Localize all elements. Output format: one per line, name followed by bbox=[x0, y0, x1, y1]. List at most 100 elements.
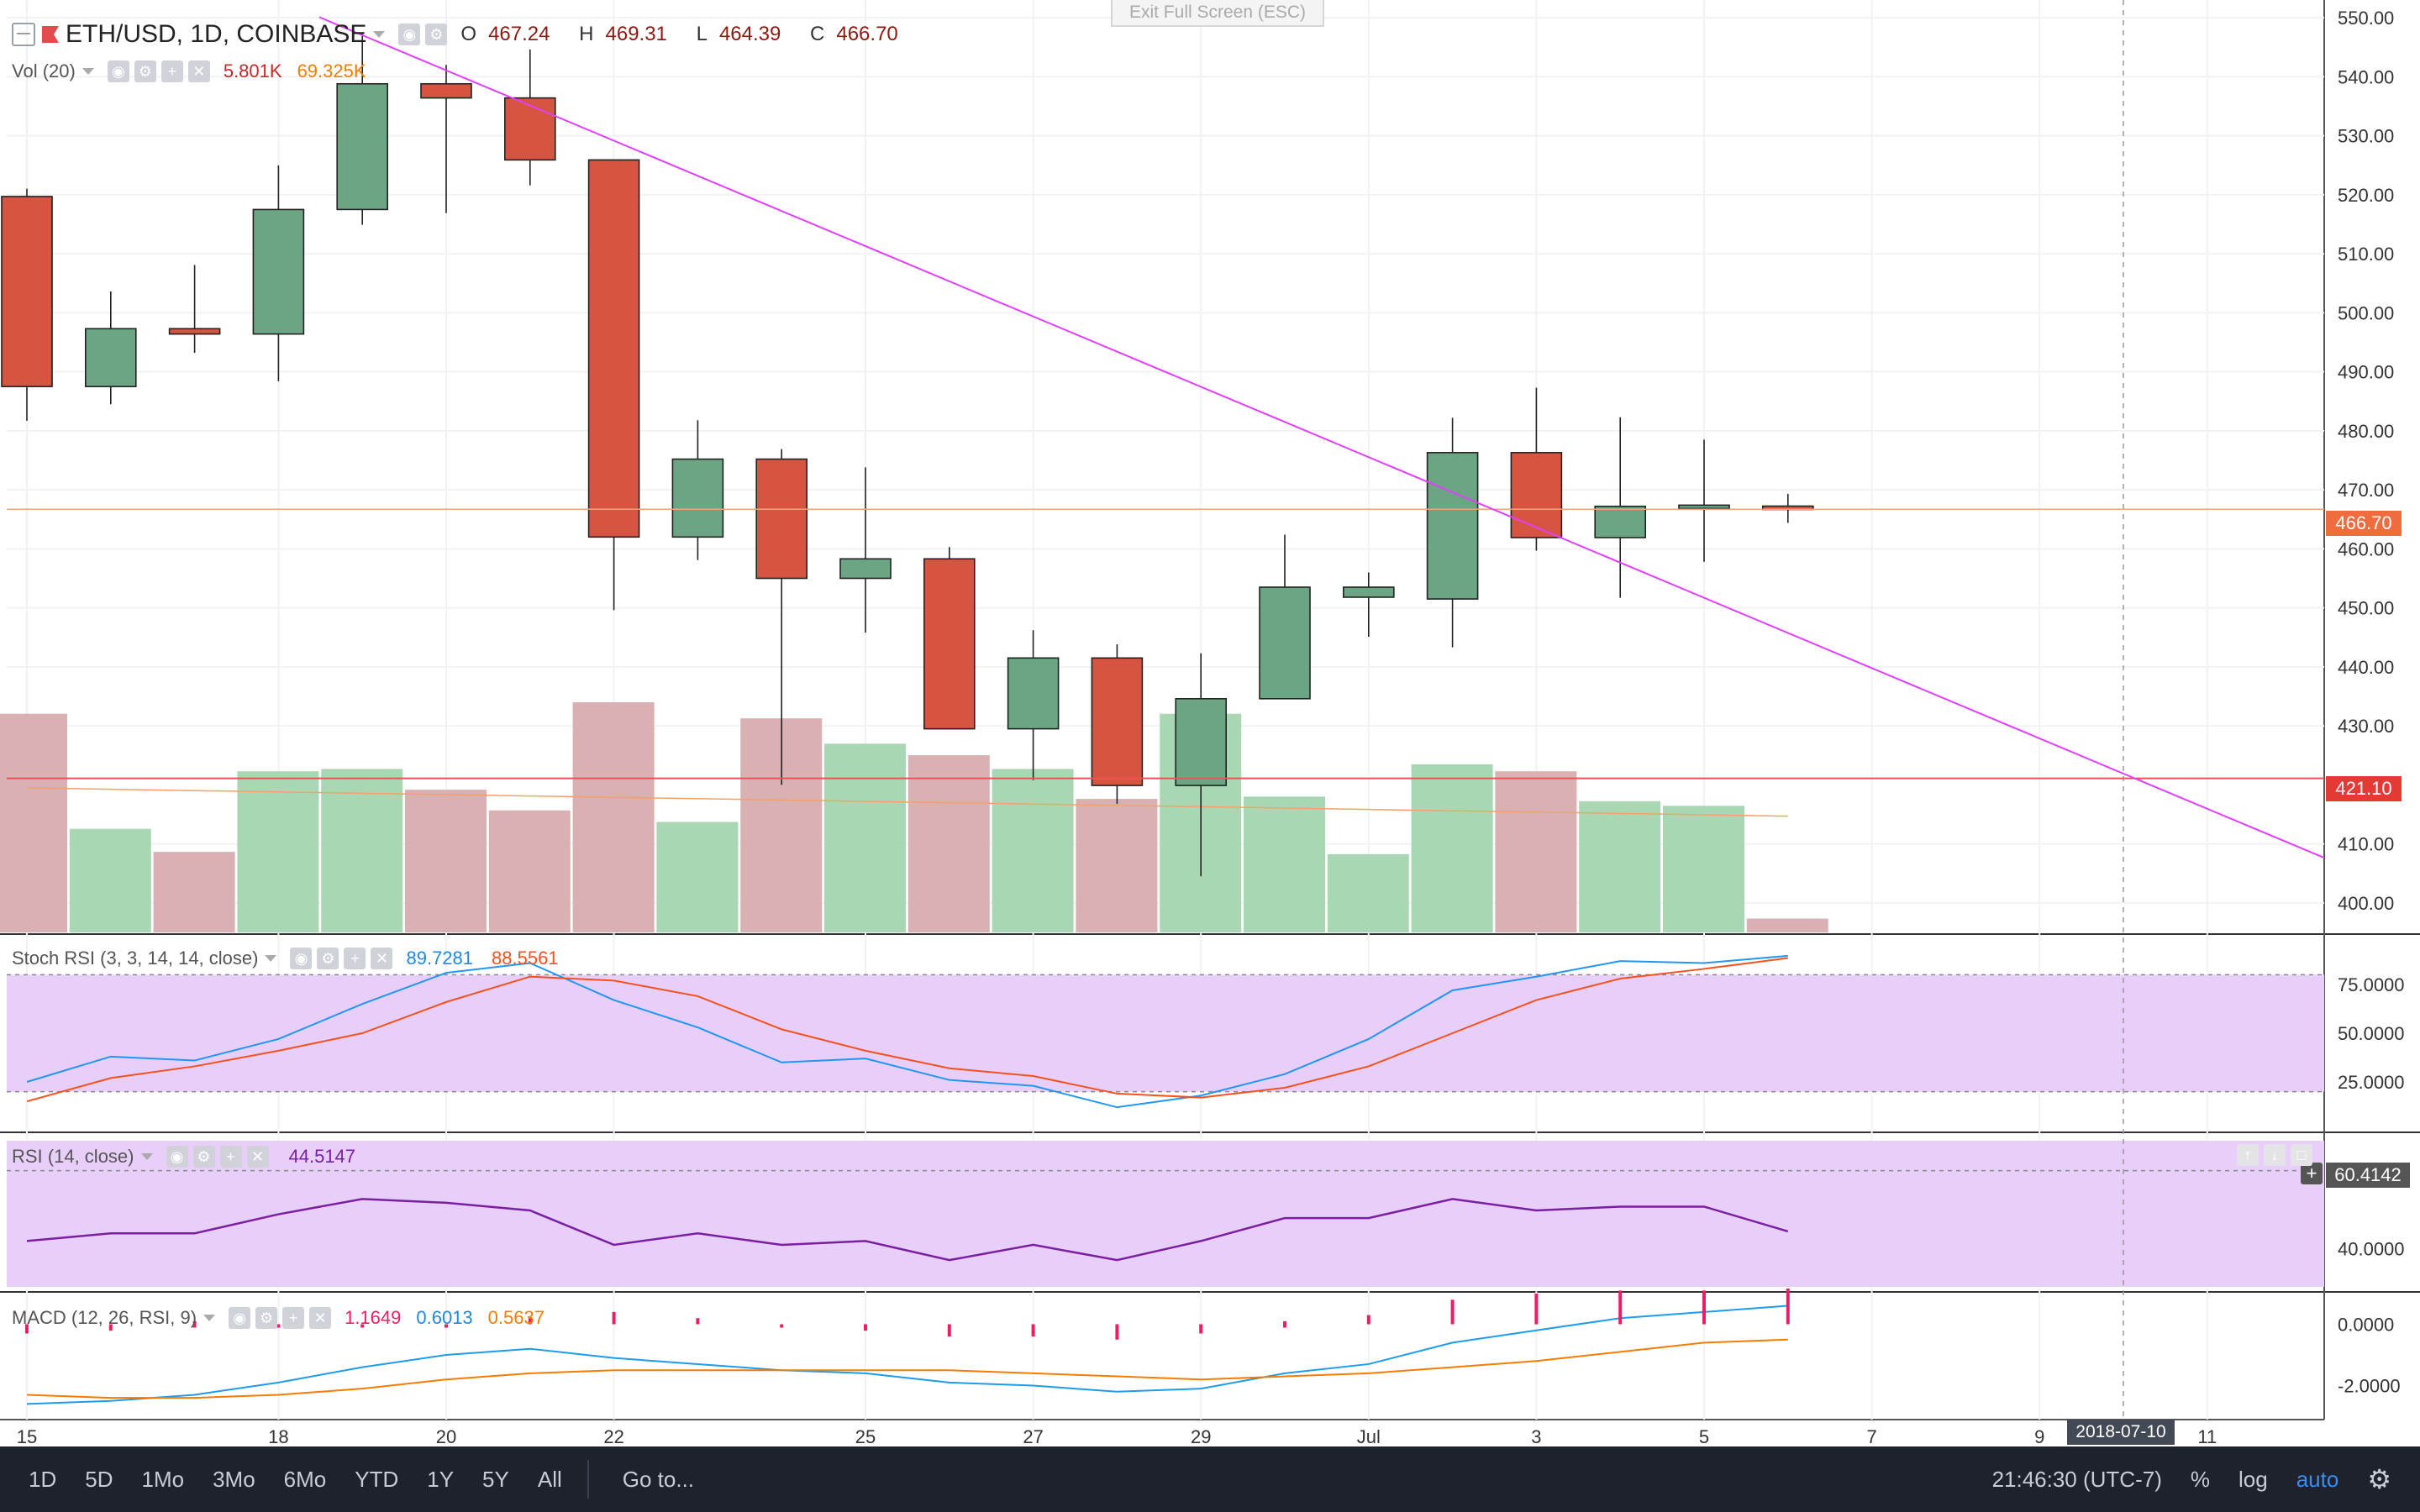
flag-icon[interactable] bbox=[42, 26, 59, 43]
symbol-title[interactable]: ETH/USD, 1D, COINBASE bbox=[66, 20, 367, 48]
volume-ma-value: 69.325K bbox=[297, 60, 366, 81]
volume-bar bbox=[572, 702, 655, 932]
volume-bar bbox=[824, 743, 906, 932]
volume-bar bbox=[1327, 853, 1409, 932]
candle-body bbox=[587, 159, 640, 538]
plus-icon[interactable]: + bbox=[219, 1146, 242, 1168]
rsi-label[interactable]: RSI (14, close) bbox=[12, 1146, 134, 1167]
gear-icon[interactable]: ⚙ bbox=[134, 60, 156, 82]
time-tick-label: 3 bbox=[1531, 1426, 1541, 1446]
candle-body bbox=[85, 328, 137, 387]
chart-canvas[interactable]: 550.00 540.00 530.00 520.00 510.00 500.00 490.… bbox=[0, 0, 2420, 1446]
crosshair-date-badge: 2018-07-10 bbox=[2067, 1420, 2175, 1445]
candle-body bbox=[1, 196, 53, 387]
percent-scale-toggle[interactable]: % bbox=[2190, 1466, 2210, 1492]
maximize-pane-icon[interactable]: □ bbox=[2291, 1144, 2312, 1166]
volume-bar bbox=[488, 810, 571, 932]
range-ytd[interactable]: YTD bbox=[355, 1466, 399, 1492]
rsi-legend: RSI (14, close) ◉ ⚙ + ✕ 44.5147 bbox=[12, 1146, 355, 1168]
plus-icon[interactable]: + bbox=[282, 1307, 305, 1329]
volume-bar bbox=[1411, 764, 1493, 932]
chevron-down-icon[interactable] bbox=[140, 1153, 153, 1160]
volume-bar bbox=[69, 828, 151, 932]
volume-ma-line bbox=[26, 787, 1788, 817]
chevron-down-icon[interactable] bbox=[203, 1315, 216, 1321]
gear-icon[interactable]: ⚙ bbox=[2367, 1464, 2391, 1494]
macd-hist-value: 1.1649 bbox=[345, 1307, 402, 1328]
plus-icon[interactable]: + bbox=[160, 60, 183, 82]
goto-button[interactable]: Go to... bbox=[622, 1466, 695, 1492]
stoch-k-value: 89.7281 bbox=[406, 948, 474, 969]
eye-icon[interactable]: ◉ bbox=[290, 948, 313, 969]
time-tick-label: 15 bbox=[17, 1426, 37, 1446]
axes: 550.00 540.00 530.00 520.00 510.00 500.00 490.… bbox=[17, 8, 2405, 1446]
gear-icon[interactable]: ⚙ bbox=[192, 1146, 215, 1168]
price-tick-label: 410.00 bbox=[2338, 834, 2394, 855]
eye-icon[interactable]: ◉ bbox=[398, 24, 421, 45]
time-tick-label: 20 bbox=[436, 1426, 456, 1446]
volume-label[interactable]: Vol (20) bbox=[12, 60, 76, 81]
volume-bar bbox=[1495, 771, 1577, 932]
eye-icon[interactable]: ◉ bbox=[107, 60, 129, 82]
chevron-down-icon[interactable] bbox=[82, 68, 94, 75]
series-controls: ◉ ⚙ bbox=[398, 24, 448, 45]
price-tick-label: 400.00 bbox=[2338, 893, 2394, 914]
move-up-icon[interactable]: ↑ bbox=[2237, 1144, 2259, 1166]
stoch-k-line bbox=[26, 954, 1788, 1109]
stoch-tick-label: 25.0000 bbox=[2338, 1072, 2405, 1093]
volume-bar bbox=[656, 822, 739, 932]
plus-icon[interactable]: + bbox=[344, 948, 366, 969]
close-icon[interactable]: ✕ bbox=[187, 60, 210, 82]
volume-bar bbox=[1663, 806, 1744, 932]
collapse-legend-icon[interactable] bbox=[12, 23, 35, 46]
move-down-icon[interactable]: ↓ bbox=[2264, 1144, 2286, 1166]
range-all[interactable]: All bbox=[537, 1466, 562, 1492]
gear-icon[interactable]: ⚙ bbox=[425, 24, 448, 45]
stoch-label[interactable]: Stoch RSI (3, 3, 14, 14, close) bbox=[12, 948, 259, 969]
chevron-down-icon[interactable] bbox=[373, 31, 386, 38]
range-1d[interactable]: 1D bbox=[29, 1466, 57, 1492]
close-icon[interactable]: ✕ bbox=[371, 948, 393, 969]
add-level-plus-icon[interactable]: + bbox=[2301, 1163, 2323, 1184]
close-icon[interactable]: ✕ bbox=[246, 1146, 269, 1168]
volume-bar bbox=[1076, 799, 1158, 932]
high-value: 469.31 bbox=[605, 23, 667, 45]
candle-body bbox=[923, 558, 976, 730]
volume-value: 5.801K bbox=[223, 60, 282, 81]
price-tick-label: 480.00 bbox=[2338, 421, 2394, 442]
gear-icon[interactable]: ⚙ bbox=[317, 948, 339, 969]
candle-body bbox=[1259, 586, 1311, 700]
chevron-down-icon[interactable] bbox=[265, 955, 277, 962]
volume-bar bbox=[1579, 801, 1661, 932]
range-6mo[interactable]: 6Mo bbox=[283, 1466, 327, 1492]
toolbar-divider bbox=[587, 1460, 589, 1499]
candle-body bbox=[1343, 586, 1395, 598]
gear-icon[interactable]: ⚙ bbox=[255, 1307, 278, 1329]
clock-time[interactable]: 21:46:30 (UTC-7) bbox=[1991, 1466, 2162, 1492]
exit-fullscreen-button[interactable]: Exit Full Screen (ESC) bbox=[1111, 0, 1324, 27]
candle-body bbox=[168, 328, 221, 335]
price-tick-label: 510.00 bbox=[2338, 244, 2394, 265]
eye-icon[interactable]: ◉ bbox=[229, 1307, 251, 1329]
range-1mo[interactable]: 1Mo bbox=[141, 1466, 185, 1492]
macd-label[interactable]: MACD (12, 26, RSI, 9) bbox=[12, 1307, 197, 1328]
volume-legend: Vol (20) ◉ ⚙ + ✕ 5.801K 69.325K bbox=[12, 60, 366, 82]
stoch-tick-label: 50.0000 bbox=[2338, 1023, 2405, 1044]
log-scale-toggle[interactable]: log bbox=[2238, 1466, 2268, 1492]
auto-scale-toggle[interactable]: auto bbox=[2296, 1466, 2339, 1492]
candle-body bbox=[503, 97, 556, 161]
price-tick-label: 540.00 bbox=[2338, 66, 2394, 87]
close-icon[interactable]: ✕ bbox=[309, 1307, 332, 1329]
range-5d[interactable]: 5D bbox=[85, 1466, 113, 1492]
macd-line bbox=[26, 1305, 1788, 1405]
rsi-axis-badge: 60.4142 bbox=[2326, 1163, 2410, 1188]
eye-icon[interactable]: ◉ bbox=[166, 1146, 188, 1168]
low-value: 464.39 bbox=[718, 23, 781, 45]
range-5y[interactable]: 5Y bbox=[482, 1466, 509, 1492]
candle-body bbox=[1426, 452, 1479, 600]
macd-line-value: 0.6013 bbox=[416, 1307, 473, 1328]
macd-tick-label: -2.0000 bbox=[2338, 1376, 2401, 1397]
range-3mo[interactable]: 3Mo bbox=[213, 1466, 255, 1492]
price-tick-label: 520.00 bbox=[2338, 185, 2394, 206]
range-1y[interactable]: 1Y bbox=[427, 1466, 455, 1492]
